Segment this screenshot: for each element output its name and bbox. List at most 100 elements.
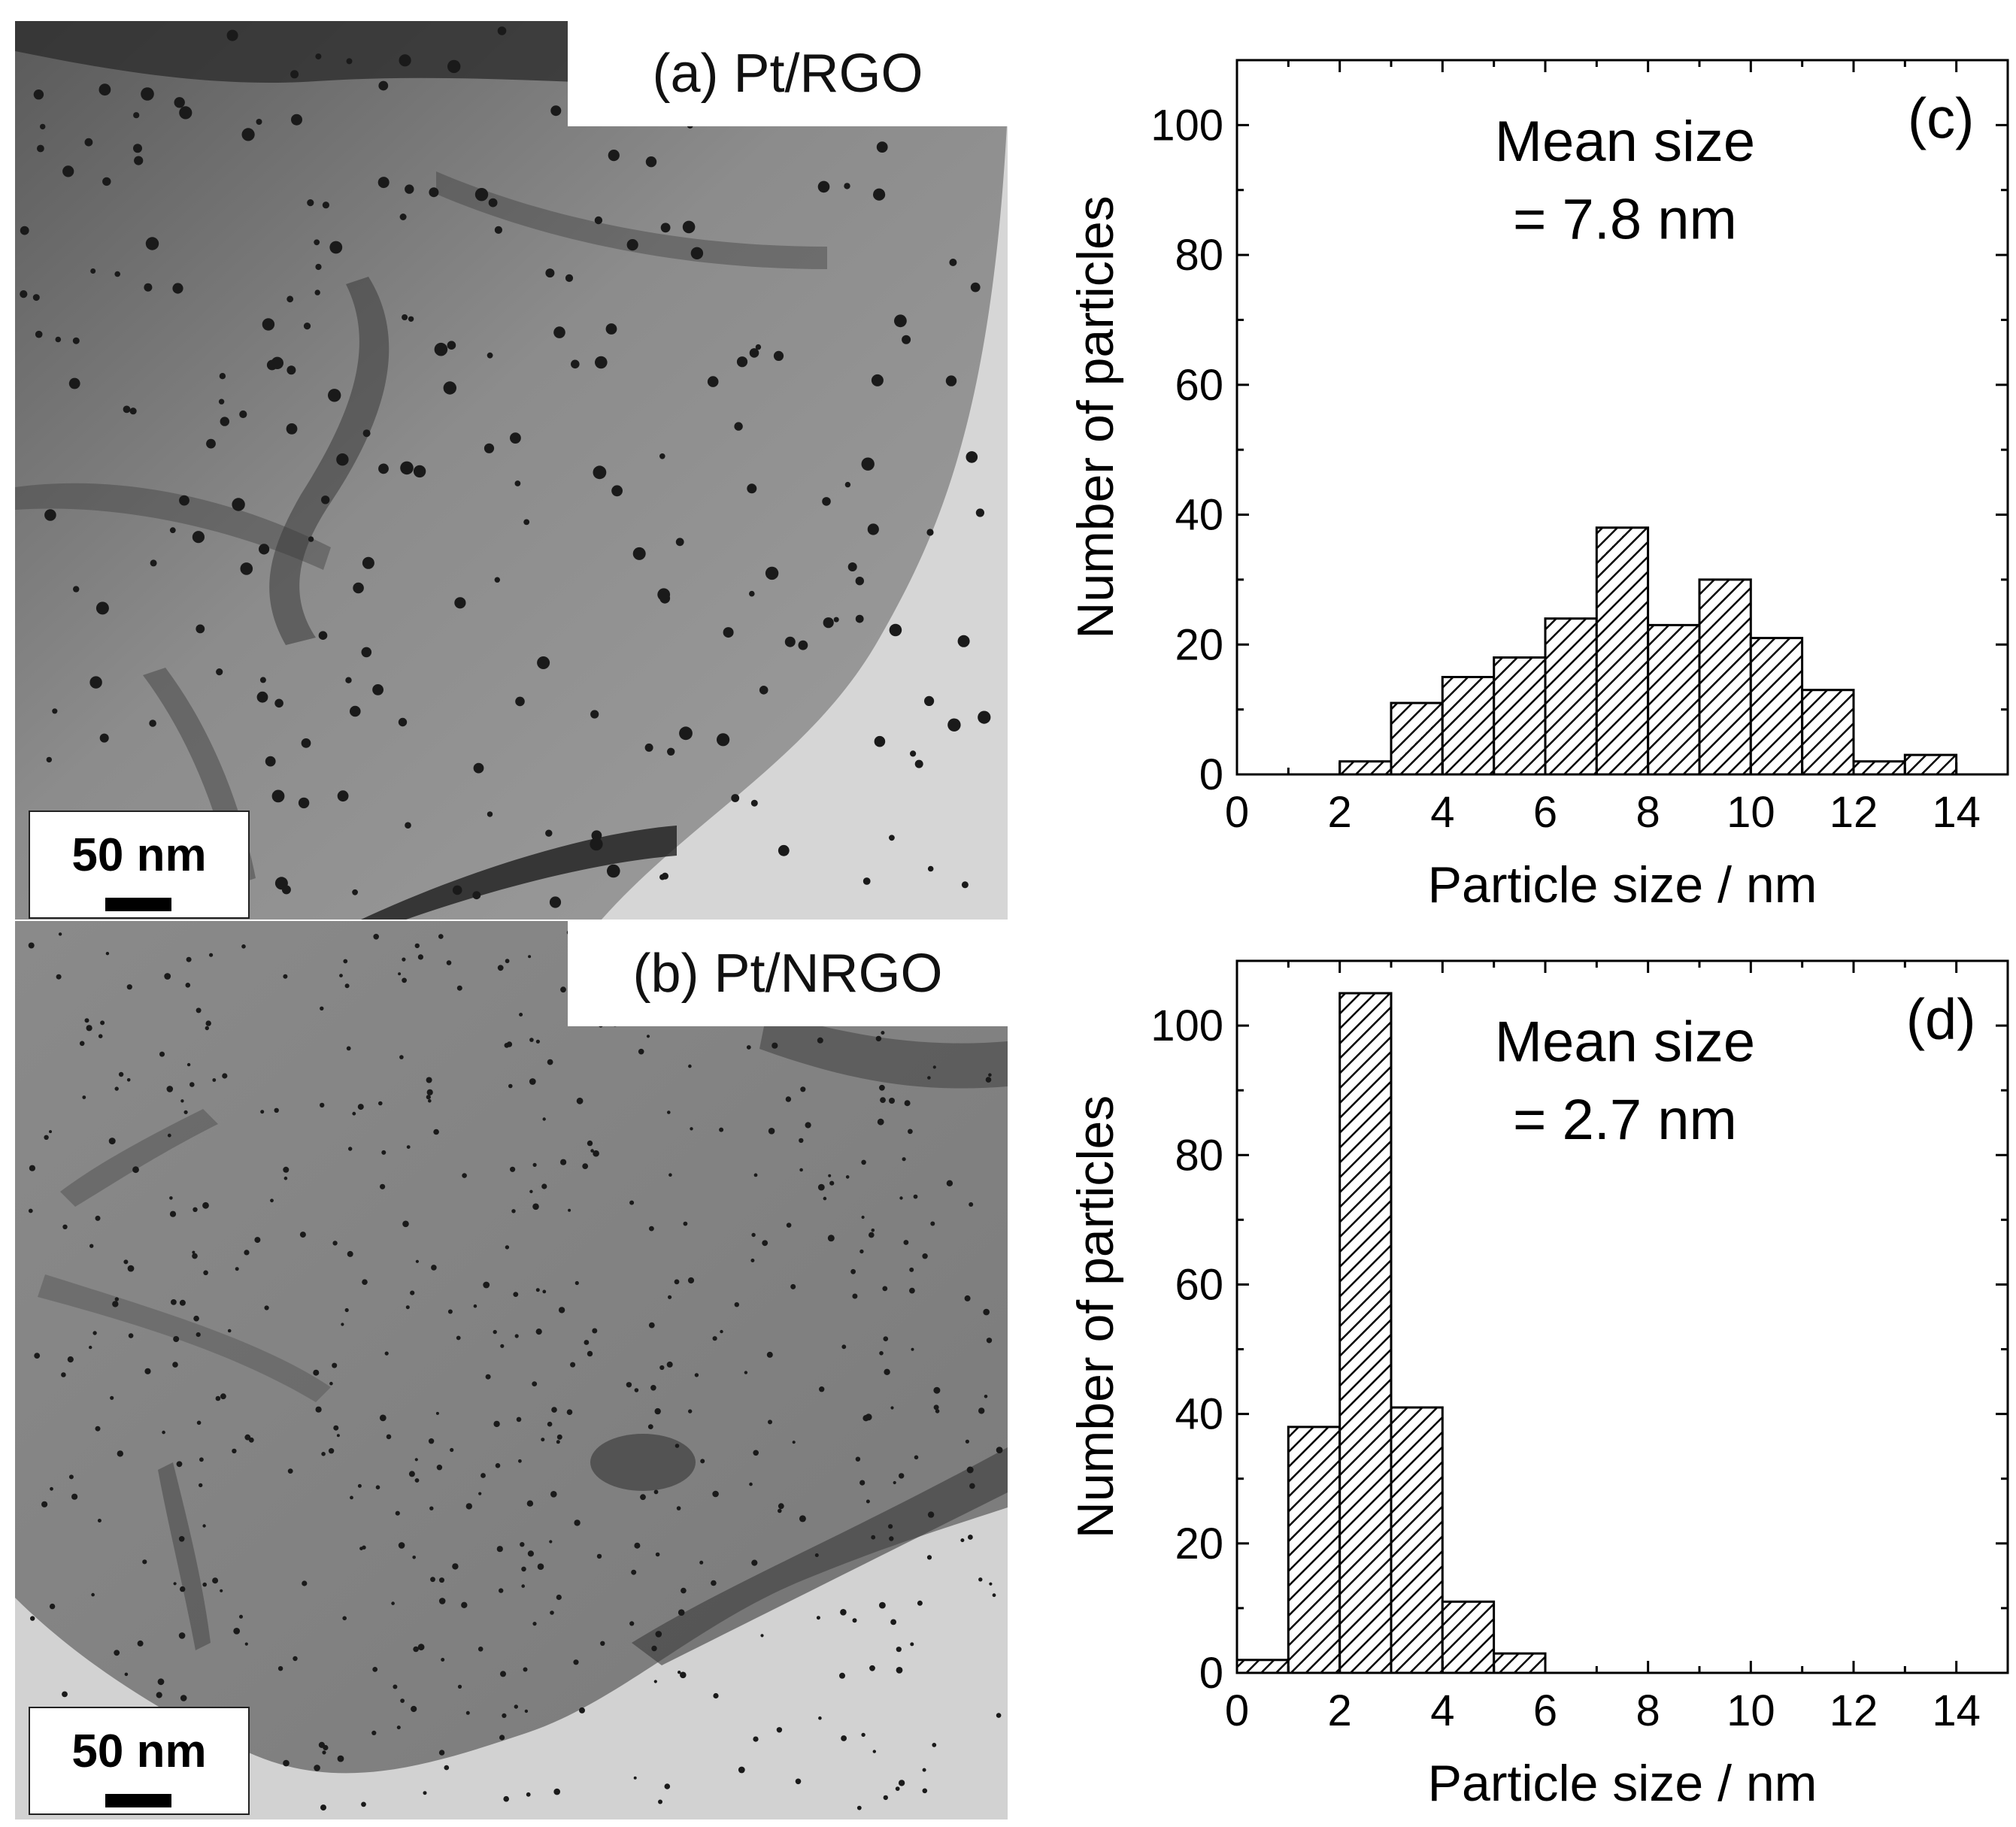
particle-dot <box>655 1552 660 1557</box>
particle-dot <box>271 789 285 803</box>
particle-dot <box>960 1538 965 1543</box>
particle-dot <box>362 556 374 569</box>
particle-dot <box>380 1183 386 1189</box>
particle-dot <box>256 691 268 703</box>
particle-dot <box>398 1542 405 1549</box>
particle-dot <box>894 314 907 328</box>
particle-dot <box>157 1678 165 1686</box>
x-tick-label: 4 <box>1430 788 1454 837</box>
particle-dot <box>668 1295 672 1299</box>
particle-dot <box>996 1447 1003 1453</box>
particle-dot <box>529 1078 536 1085</box>
particle-dot <box>260 1110 265 1114</box>
particle-dot <box>909 1287 915 1294</box>
panel-label: (d) <box>1906 987 1976 1051</box>
particle-dot <box>315 263 322 271</box>
particle-dot <box>438 1598 446 1604</box>
particle-dot <box>880 1097 886 1103</box>
particle-dot <box>328 389 341 402</box>
scale-bar-line-b <box>105 1794 171 1807</box>
panel-label: (c) <box>1908 87 1975 151</box>
particle-dot <box>736 356 748 368</box>
histogram-bar <box>1801 689 1855 776</box>
particle-dot <box>436 1465 443 1471</box>
particle-dot <box>169 527 176 534</box>
particle-dot <box>551 1407 557 1413</box>
particle-dot <box>474 188 489 201</box>
plot-frame <box>1235 59 2009 776</box>
particle-dot <box>861 1215 865 1220</box>
particle-dot <box>514 480 521 486</box>
particle-dot <box>406 1145 411 1149</box>
particle-dot <box>503 1795 509 1802</box>
particle-dot <box>922 1768 926 1772</box>
mean-size-value: = 7.8 nm <box>1513 188 1737 252</box>
particle-dot <box>827 1235 835 1242</box>
particle-dot <box>477 1647 484 1652</box>
particle-dot <box>840 1609 847 1616</box>
x-tick-label: 10 <box>1726 1686 1775 1735</box>
particle-dot <box>590 710 599 719</box>
particle-dot <box>405 822 411 829</box>
particle-dot <box>232 498 245 511</box>
particle-dot <box>876 141 888 153</box>
particle-dot <box>712 1336 717 1341</box>
particle-dot <box>753 1173 758 1177</box>
particle-dot <box>357 1483 362 1488</box>
particle-dot <box>91 1592 95 1597</box>
particle-dot <box>558 1307 565 1313</box>
particle-dot <box>362 429 371 438</box>
particle-dot <box>178 1632 186 1639</box>
x-tick-label: 4 <box>1430 1686 1454 1735</box>
x-axis-label: Particle size / nm <box>1428 856 1817 914</box>
particle-dot <box>720 1329 723 1334</box>
particle-dot <box>975 508 984 517</box>
particle-dot <box>133 144 142 153</box>
particle-dot <box>574 1519 581 1526</box>
particle-dot <box>828 1174 832 1177</box>
particle-dot <box>402 977 407 983</box>
particle-dot <box>818 1716 822 1720</box>
particle-dot <box>343 959 348 964</box>
particle-dot <box>565 274 574 282</box>
particle-dot <box>968 1535 973 1540</box>
particle-dot <box>162 1430 165 1435</box>
particle-dot <box>336 453 349 466</box>
particle-dot <box>514 1334 519 1338</box>
particle-dot <box>523 519 530 526</box>
particle-dot <box>128 1333 134 1338</box>
particle-dot <box>124 1672 129 1677</box>
particle-dot <box>985 1077 992 1083</box>
particle-dot <box>903 1240 909 1245</box>
particle-dot <box>545 268 555 278</box>
particle-dot <box>196 1007 202 1013</box>
particle-dot <box>126 1078 131 1082</box>
y-tick-label: 60 <box>1175 361 1223 410</box>
particle-dot <box>206 438 216 449</box>
particle-dot <box>202 1201 209 1209</box>
particle-dot <box>646 1035 650 1038</box>
particle-dot <box>945 375 957 386</box>
particle-dot <box>841 1344 847 1350</box>
particle-dot <box>244 1642 248 1646</box>
particle-dot <box>344 1307 349 1313</box>
particle-dot <box>180 1099 184 1103</box>
particle-dot <box>650 1385 656 1391</box>
particle-dot <box>908 1129 913 1135</box>
particle-dot <box>520 1542 525 1547</box>
particle-dot <box>414 1458 418 1462</box>
particle-dot <box>629 1200 635 1205</box>
particle-dot <box>855 614 864 623</box>
particle-dot <box>917 1600 923 1606</box>
histogram-bar <box>1493 1652 1547 1674</box>
histogram-bar <box>1390 1406 1444 1674</box>
particle-dot <box>690 1127 693 1131</box>
particle-dot <box>680 1671 687 1679</box>
particle-dot <box>350 1495 353 1500</box>
particle-dot <box>329 1381 333 1386</box>
particle-dot <box>178 1536 185 1542</box>
particle-dot <box>502 1713 507 1718</box>
particle-dot <box>99 733 109 743</box>
y-tick-label: 80 <box>1175 1131 1223 1180</box>
y-tick-label: 20 <box>1175 1519 1223 1568</box>
